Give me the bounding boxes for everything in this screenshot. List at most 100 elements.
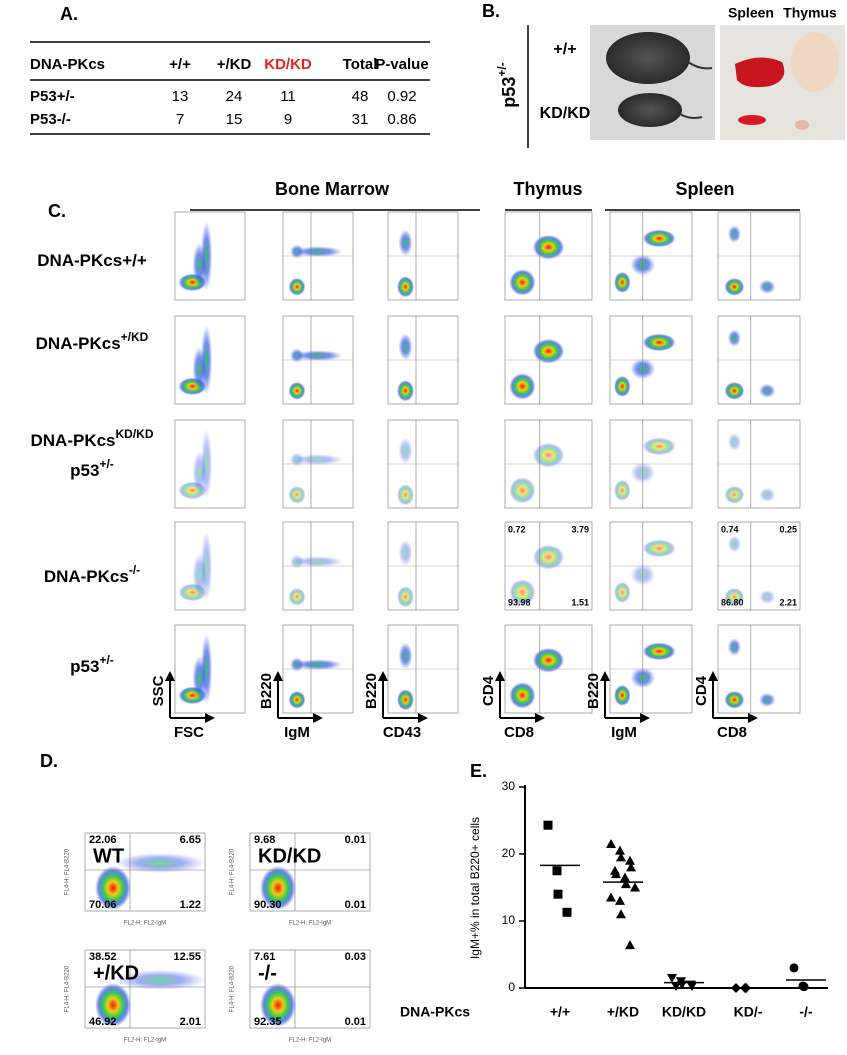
arrow-head (378, 671, 388, 681)
header-cell: KD/KD (264, 56, 312, 73)
density (614, 684, 631, 706)
quadrant-value: 0.03 (345, 951, 366, 963)
density (642, 539, 676, 558)
quadrant-value: 0.01 (345, 834, 366, 846)
density (290, 244, 304, 259)
density (727, 433, 741, 451)
data-point (611, 869, 621, 879)
panel-label: C. (48, 201, 66, 221)
y-tick-label: 0 (508, 980, 515, 994)
density (192, 450, 207, 495)
y-tick-label: 20 (502, 846, 516, 860)
quadrant-value: 86.80 (721, 597, 744, 607)
cell: 15 (226, 111, 243, 128)
header-cell: +/KD (217, 56, 252, 73)
label-base: p53 (70, 657, 99, 676)
density (115, 970, 205, 990)
density (398, 642, 413, 669)
tail (687, 61, 713, 70)
x-axis-label: FL2-H: FL2-IgM (289, 1038, 331, 1044)
mouse (618, 93, 682, 127)
data-point (630, 882, 640, 892)
density (724, 278, 745, 296)
data-point (799, 982, 809, 992)
density (192, 242, 207, 287)
y-axis-label: FL4-H: FL4-B220 (65, 848, 71, 895)
arrow-head (205, 713, 215, 723)
density (398, 437, 413, 464)
density (397, 484, 414, 506)
label-base: DNA-PKcs (44, 567, 129, 586)
plot-name: +/KD (93, 962, 139, 984)
data-point (543, 820, 553, 830)
x-tick-label: KD/- (734, 1004, 763, 1020)
density (614, 581, 631, 603)
genotype: p53+/- (495, 62, 519, 107)
density (288, 588, 306, 606)
organ-label: Spleen (728, 5, 774, 21)
data-point (615, 895, 625, 905)
quadrant-value: 6.65 (180, 834, 201, 846)
quadrant-value: 22.06 (89, 834, 117, 846)
density (614, 375, 631, 397)
group-label: Thymus (513, 179, 582, 199)
density (642, 642, 676, 661)
plot-name: -/- (258, 962, 277, 984)
density (759, 279, 776, 294)
label-base: DNA-PKcs (36, 334, 121, 353)
axis-label: SSC (150, 675, 167, 706)
data-point (667, 973, 677, 983)
data-point (615, 845, 625, 855)
thymus (791, 32, 839, 92)
density (115, 853, 205, 873)
row-label: +/+ (553, 41, 576, 58)
quadrant-value: 12.55 (173, 951, 201, 963)
density (293, 454, 343, 465)
data-point (621, 879, 631, 889)
density (759, 589, 776, 604)
density (532, 647, 565, 673)
density (192, 552, 207, 597)
tail (679, 113, 703, 119)
cell: 31 (352, 111, 369, 128)
density (293, 659, 343, 670)
cell: 13 (172, 88, 189, 105)
row-label: p53+/- (70, 457, 114, 480)
quadrant-value: 0.74 (721, 524, 739, 534)
density (532, 234, 565, 260)
header-cell: DNA-PKcs (30, 56, 105, 73)
axis-label: IgM (284, 724, 310, 741)
quadrant-value: 1.22 (180, 899, 201, 911)
density (727, 329, 741, 347)
data-point (687, 981, 697, 991)
density (509, 269, 536, 296)
density (509, 477, 536, 504)
density (727, 535, 741, 553)
quadrant-value: 2.21 (779, 597, 797, 607)
cell: P53+/- (30, 88, 75, 105)
x-tick-label: +/+ (550, 1004, 570, 1020)
density (293, 246, 343, 257)
x-tick-label: -/- (799, 1004, 813, 1020)
density (532, 338, 565, 364)
genotype-base: p53 (499, 77, 519, 108)
label-base: DNA-PKcs (30, 431, 115, 450)
density (727, 638, 741, 656)
plot-name: KD/KD (258, 845, 321, 867)
density (614, 271, 631, 293)
density (614, 479, 631, 501)
cell: P53-/- (30, 111, 71, 128)
y-axis-label: FL4-H: FL4-B220 (230, 965, 236, 1012)
cell: 0.92 (387, 88, 416, 105)
data-point (625, 855, 635, 865)
density (398, 333, 413, 360)
row-label: DNA-PKcs+/+ (37, 251, 147, 270)
density (532, 544, 565, 570)
data-point (616, 909, 626, 919)
data-point (789, 963, 799, 973)
cell: 9 (284, 111, 292, 128)
density (192, 346, 207, 391)
density (397, 689, 414, 711)
quadrant-value: 7.61 (254, 951, 275, 963)
